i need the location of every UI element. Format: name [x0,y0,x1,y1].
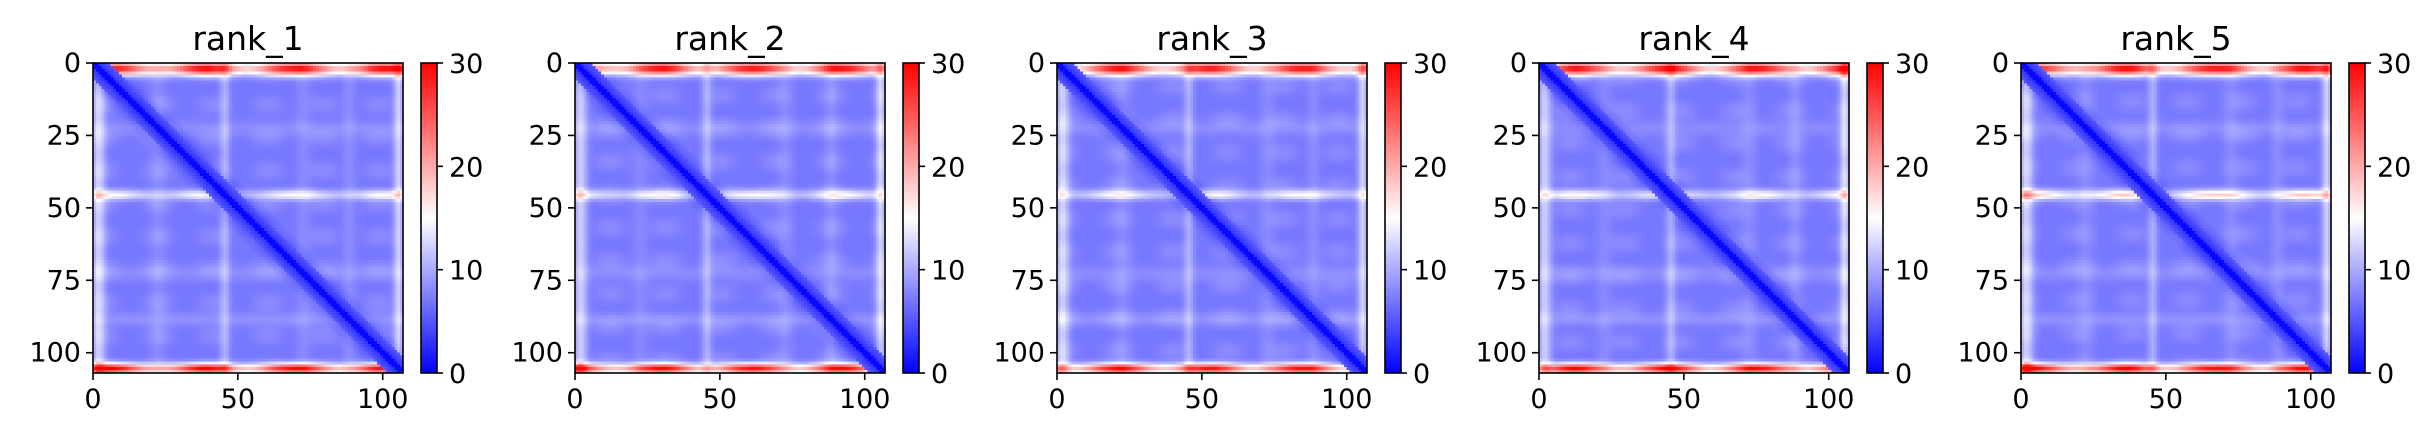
colorbar [421,63,437,373]
y-tick-label: 0 [1028,48,1045,79]
colorbar-tick-label: 0 [1895,359,1912,390]
colorbar-tick-label: 20 [2377,152,2411,183]
colorbar-tick-label: 30 [931,49,965,80]
x-tick-label: 100 [1803,384,1855,415]
colorbar-tick-label: 20 [1895,152,1929,183]
colorbar-tick-label: 0 [931,359,948,390]
panel-title: rank_2 [674,19,785,58]
colorbar-frame [420,62,438,374]
x-tick-label: 100 [357,384,409,415]
panel-title: rank_1 [192,19,303,58]
colorbar-frame [1384,62,1402,374]
heatmap-image [1057,63,1367,373]
x-tick-label: 100 [839,384,891,415]
x-tick-label: 0 [566,384,583,415]
y-tick-label: 0 [546,48,563,79]
y-tick-label: 100 [1957,338,2009,369]
y-tick-label: 75 [529,265,563,296]
y-tick-label: 50 [47,193,81,224]
colorbar-tick-label: 10 [931,256,965,287]
x-tick-label: 50 [2149,384,2183,415]
y-tick-label: 0 [1992,48,2009,79]
x-tick-label: 100 [1321,384,1373,415]
colorbar-tick-label: 0 [1413,359,1430,390]
x-tick-label: 100 [2285,384,2337,415]
colorbar-tick-label: 30 [449,49,483,80]
y-tick-label: 50 [1011,193,1045,224]
axes-frame [1056,62,1368,374]
colorbar-tick-label: 30 [2377,49,2411,80]
x-tick-label: 0 [1530,384,1547,415]
panel-title: rank_5 [2120,19,2231,58]
colorbar-tick-label: 20 [1413,152,1447,183]
x-tick-label: 0 [84,384,101,415]
colorbar [1385,63,1401,373]
y-tick-label: 25 [529,120,563,151]
x-tick-label: 0 [1048,384,1065,415]
x-tick-label: 50 [221,384,255,415]
colorbar-tick-label: 10 [1413,256,1447,287]
y-tick-label: 25 [1011,120,1045,151]
y-tick-label: 25 [47,120,81,151]
colorbar-tick-label: 30 [1895,49,1929,80]
colorbar-tick-label: 20 [449,152,483,183]
colorbar-tick-label: 0 [2377,359,2394,390]
colorbar [2349,63,2365,373]
x-tick-label: 0 [2012,384,2029,415]
y-tick-label: 100 [511,338,563,369]
colorbar-tick-label: 10 [1895,256,1929,287]
colorbar-tick-label: 10 [449,256,483,287]
colorbar-frame [902,62,920,374]
x-tick-label: 50 [703,384,737,415]
y-tick-label: 100 [1475,338,1527,369]
colorbar-frame [1866,62,1884,374]
heatmap-image [93,63,403,373]
y-tick-label: 75 [1975,265,2009,296]
heatmap-image [575,63,885,373]
colorbar-frame [2348,62,2366,374]
colorbar-tick-label: 30 [1413,49,1447,80]
y-tick-label: 75 [1011,265,1045,296]
y-tick-label: 100 [993,338,1045,369]
y-tick-label: 50 [1975,193,2009,224]
y-tick-label: 50 [1493,193,1527,224]
colorbar-tick-label: 20 [931,152,965,183]
y-tick-label: 50 [529,193,563,224]
heatmap-image [2021,63,2331,373]
y-tick-label: 0 [64,48,81,79]
panel-title: rank_4 [1638,19,1749,58]
y-tick-label: 75 [47,265,81,296]
colorbar [903,63,919,373]
colorbar-tick-label: 10 [2377,256,2411,287]
heatmap-image [1539,63,1849,373]
axes-frame [1538,62,1850,374]
axes-frame [92,62,404,374]
colorbar [1867,63,1883,373]
x-tick-label: 50 [1185,384,1219,415]
y-tick-label: 25 [1493,120,1527,151]
axes-frame [574,62,886,374]
colorbar-tick-label: 0 [449,359,466,390]
panel-title: rank_3 [1156,19,1267,58]
y-tick-label: 0 [1510,48,1527,79]
y-tick-label: 75 [1493,265,1527,296]
y-tick-label: 25 [1975,120,2009,151]
axes-frame [2020,62,2332,374]
y-tick-label: 100 [29,338,81,369]
x-tick-label: 50 [1667,384,1701,415]
